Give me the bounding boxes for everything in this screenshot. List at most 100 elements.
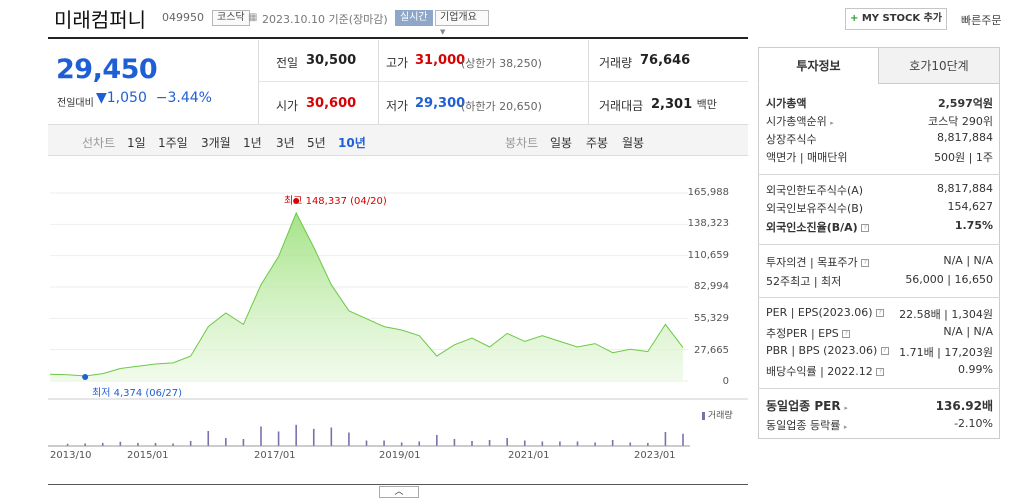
candle-monthly[interactable]: 월봉	[622, 136, 645, 150]
volume-bar	[647, 443, 649, 446]
info-label[interactable]: 동일업종 PER ▸	[766, 397, 848, 414]
volume-bar	[84, 443, 86, 446]
chart-collapse-button[interactable]: ︿	[379, 486, 419, 498]
info-value: 154,627	[947, 200, 994, 213]
help-icon[interactable]: ?	[861, 224, 870, 232]
info-label[interactable]: 외국인소진율(B/A) ?	[766, 219, 870, 235]
info-label[interactable]: 추정PER | EPS ?	[766, 325, 851, 341]
info-value-text: 136.92배	[935, 399, 993, 413]
price-line	[49, 211, 684, 377]
volume-bar	[137, 443, 139, 446]
volume-bar	[348, 432, 350, 446]
change-value: ▼1,050	[96, 90, 147, 106]
chevron-right-icon: ▸	[830, 119, 834, 127]
help-icon[interactable]: ?	[876, 368, 885, 376]
period-1d[interactable]: 1일	[127, 136, 146, 150]
fast-order-link[interactable]: 빠른주문	[961, 14, 1002, 27]
volume-bar	[242, 439, 245, 446]
volume-bar	[488, 440, 491, 446]
help-icon[interactable]: ?	[842, 330, 851, 338]
help-icon[interactable]: ?	[861, 259, 870, 267]
info-label: 시가총액	[766, 95, 806, 111]
info-label: 상장주식수	[766, 133, 817, 146]
info-value: 코스닥 290위	[928, 115, 993, 128]
candle-weekly[interactable]: 주봉	[586, 136, 609, 150]
volume-bar	[664, 432, 667, 446]
period-1y[interactable]: 1년	[243, 136, 262, 150]
mystock-label: MY STOCK 추가	[861, 13, 943, 24]
info-label[interactable]: 동일업종 등락률 ▸	[766, 417, 847, 433]
live-badge[interactable]: 실시간	[395, 10, 433, 26]
info-value: 1.75%	[955, 219, 993, 232]
company-overview-dropdown[interactable]: 기업개요 ▼	[435, 10, 489, 36]
calendar-icon: ▦	[248, 12, 258, 23]
chevron-down-icon: ▼	[440, 28, 446, 36]
y-tick: 138,323	[687, 218, 729, 229]
amount-value: 2,301 백만	[651, 96, 717, 112]
help-icon[interactable]: ?	[880, 347, 889, 355]
info-value: N/A | N/A	[943, 254, 993, 267]
volume-bar	[277, 431, 280, 446]
plus-icon: +	[849, 13, 862, 24]
basis-text: 기준(장마감)	[328, 13, 388, 26]
info-label-text: 추정PER | EPS	[766, 327, 839, 340]
period-bar	[48, 124, 748, 156]
volume-bar	[207, 431, 210, 446]
amount-label: 거래대금	[599, 99, 644, 113]
info-label-text: PBR | BPS (2023.06)	[766, 344, 878, 357]
info-value: 500원 | 1주	[934, 151, 993, 164]
period-1w[interactable]: 1주일	[158, 136, 188, 150]
change-percent: −3.44%	[155, 90, 212, 106]
tab-investment-info[interactable]: 투자정보	[758, 47, 879, 84]
info-value: 1.71배 | 17,203원	[899, 346, 993, 359]
volume-bar	[559, 441, 561, 446]
volume-bar	[506, 438, 508, 446]
volume-label: 거래량	[599, 56, 633, 70]
quote-date: 2023.10.10 기준(장마감)	[262, 11, 388, 27]
info-value-text: 1.75%	[954, 219, 993, 232]
info-value: N/A | N/A	[943, 325, 993, 338]
volume-bar	[436, 435, 438, 446]
low-point-marker	[82, 374, 89, 381]
info-label-text: 외국인소진율(B/A)	[766, 221, 858, 234]
low-annotation: 최저 4,374 (06/27)	[92, 388, 183, 399]
bottom-divider	[48, 484, 748, 485]
x-tick: 2023/01	[634, 450, 676, 461]
info-label[interactable]: 시가총액순위 ▸	[766, 113, 834, 129]
info-label[interactable]: PER | EPS(2023.06) ?	[766, 306, 885, 319]
info-label-text: 투자의견 | 목표주가	[766, 256, 858, 269]
info-label[interactable]: PBR | BPS (2023.06) ?	[766, 344, 889, 357]
y-tick: 165,988	[687, 187, 729, 198]
period-3y[interactable]: 3년	[276, 136, 295, 150]
volume-legend-label: 거래량	[707, 411, 733, 421]
chevron-right-icon: ▸	[843, 423, 848, 431]
info-label-text: 동일업종 PER	[766, 399, 841, 413]
volume-bar	[66, 443, 69, 446]
mystock-add-button[interactable]: + MY STOCK 추가	[845, 8, 947, 30]
chevron-right-icon: ▸	[844, 404, 848, 412]
volume-bar	[312, 428, 315, 446]
period-10y[interactable]: 10년	[338, 136, 366, 150]
period-5y[interactable]: 5년	[307, 136, 326, 150]
candle-daily[interactable]: 일봉	[550, 136, 573, 150]
info-label[interactable]: 배당수익률 | 2022.12 ?	[766, 363, 885, 379]
volume-bar	[154, 443, 157, 446]
info-label-text: 시가총액	[766, 97, 807, 110]
divider	[758, 297, 1000, 298]
high-label: 고가	[386, 56, 409, 70]
tab-orderbook[interactable]: 호가10단계	[878, 47, 1000, 84]
upper-limit: (상한가 38,250)	[461, 57, 542, 70]
help-icon[interactable]: ?	[876, 309, 885, 317]
volume-value: 76,646	[640, 53, 691, 68]
info-label[interactable]: 투자의견 | 목표주가 ?	[766, 254, 870, 270]
info-label-text: 배당수익률 | 2022.12	[766, 365, 873, 378]
volume-bar	[682, 433, 684, 446]
price-area	[50, 213, 683, 381]
line-chart-label: 선차트	[82, 136, 116, 150]
divider	[588, 40, 589, 124]
info-value: 2,597억원	[938, 95, 993, 111]
volume-bar	[330, 427, 333, 446]
period-3m[interactable]: 3개월	[201, 136, 231, 150]
amount-number: 2,301	[651, 97, 693, 112]
